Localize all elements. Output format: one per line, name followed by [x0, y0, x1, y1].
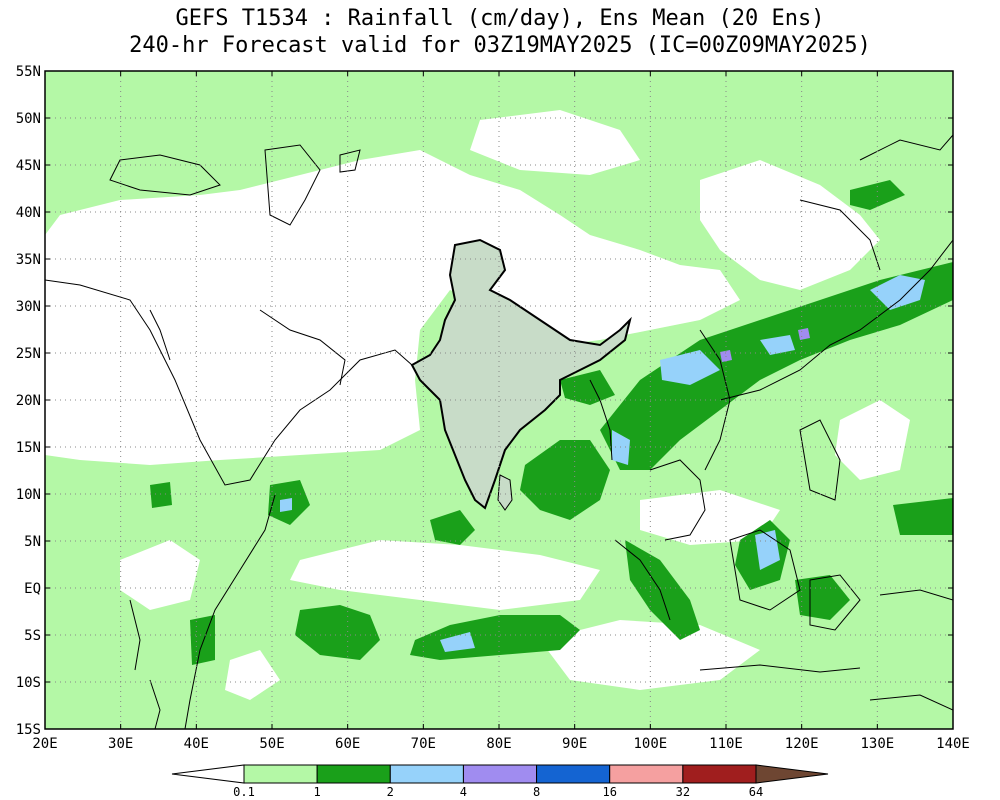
lon-tick-label: 90E — [562, 736, 587, 752]
lon-tick-label: 30E — [108, 736, 133, 752]
legend-swatch — [316, 764, 391, 784]
sri-lanka — [497, 474, 513, 511]
lon-tick-label: 70E — [411, 736, 436, 752]
lat-tick-label: 55N — [16, 64, 41, 80]
lat-tick-label: 5S — [24, 628, 41, 644]
lat-tick-label: 5N — [24, 534, 41, 550]
color-legend-labels: 0.1 1 2 4 8 16 32 64 — [233, 785, 763, 799]
legend-swatch — [682, 764, 757, 784]
legend-swatch — [609, 764, 684, 784]
lat-tick-label: 40N — [16, 205, 41, 221]
lon-tick-label: 130E — [860, 736, 894, 752]
legend-swatch — [755, 764, 829, 784]
legend-swatch — [389, 764, 464, 784]
lat-tick-label: 15S — [16, 722, 41, 738]
lon-tick-label: 50E — [259, 736, 284, 752]
dry-regions — [45, 110, 910, 700]
lat-tick-label: 15N — [16, 440, 41, 456]
legend-swatch — [536, 764, 611, 784]
lon-tick-label: 100E — [633, 736, 667, 752]
lon-tick-labels: 20E 30E 40E 50E 60E 70E 80E 90E 100E 110E 120E 130E… — [32, 736, 970, 752]
lon-tick-label: 60E — [335, 736, 360, 752]
axis-ticks — [44, 70, 954, 730]
legend-swatch — [243, 764, 318, 784]
lat-tick-label: 45N — [16, 158, 41, 174]
map-subtitle: 240-hr Forecast valid for 03Z19MAY2025 (… — [129, 33, 871, 58]
lat-tick-label: 35N — [16, 252, 41, 268]
lon-tick-label: 110E — [709, 736, 743, 752]
legend-label: 64 — [749, 785, 763, 799]
lon-tick-label: 120E — [785, 736, 819, 752]
lat-tick-label: 10S — [16, 675, 41, 691]
lon-tick-label: 40E — [184, 736, 209, 752]
india-outline — [410, 238, 632, 510]
lon-tick-label: 80E — [486, 736, 511, 752]
rain-band-2cm — [150, 180, 953, 665]
legend-label: 32 — [676, 785, 690, 799]
legend-swatch — [462, 764, 538, 784]
legend-swatch — [171, 764, 245, 784]
lat-tick-label: 30N — [16, 299, 41, 315]
coastlines — [45, 134, 953, 729]
lat-tick-labels: 55N 50N 45N 40N 35N 30N 25N 20N 15N 10N 5N EQ 5S 10S 1… — [16, 64, 41, 738]
lat-tick-label: 10N — [16, 487, 41, 503]
legend-label: 2 — [387, 785, 394, 799]
map-title: GEFS T1534 : Rainfall (cm/day), Ens Mean… — [175, 6, 825, 31]
lon-tick-label: 20E — [32, 736, 57, 752]
legend-label: 16 — [602, 785, 616, 799]
rain-band-4cm — [280, 275, 925, 652]
color-legend — [171, 764, 829, 784]
lat-tick-label: 20N — [16, 393, 41, 409]
lon-tick-label: 140E — [936, 736, 970, 752]
lat-tick-label: EQ — [24, 581, 41, 597]
lat-tick-label: 25N — [16, 346, 41, 362]
legend-label: 0.1 — [233, 785, 255, 799]
lat-tick-label: 50N — [16, 111, 41, 127]
legend-label: 4 — [460, 785, 467, 799]
legend-label: 8 — [533, 785, 540, 799]
legend-label: 1 — [314, 785, 321, 799]
